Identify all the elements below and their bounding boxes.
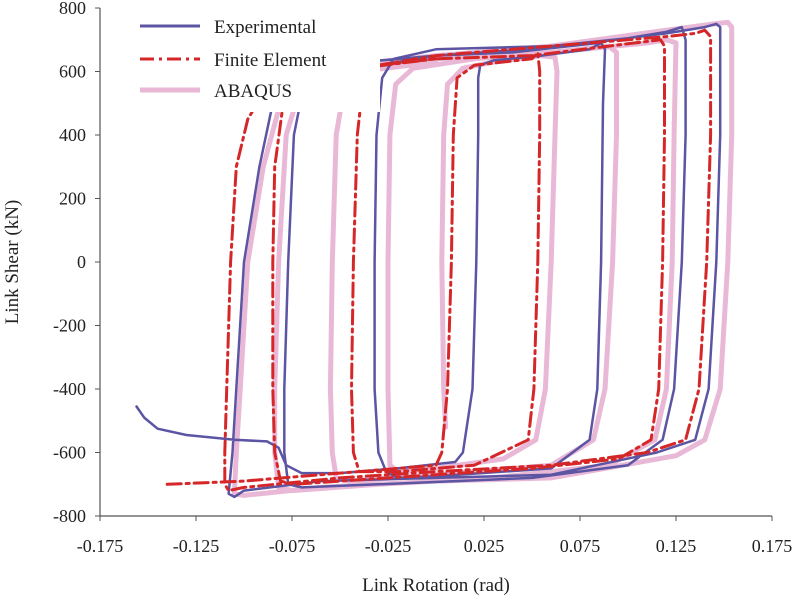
y-tick-label: 400 <box>59 125 86 145</box>
x-tick-label: 0.075 <box>560 536 601 556</box>
y-tick-label: -800 <box>53 506 86 526</box>
series-line-finite-element <box>165 28 713 493</box>
x-ticks: -0.175 -0.125 -0.075 -0.025 0.025 0.075 0.125 0… <box>77 516 793 556</box>
x-tick-label: 0.025 <box>464 536 505 556</box>
y-tick-label: -200 <box>53 316 86 336</box>
y-tick-label: -600 <box>53 443 86 463</box>
x-tick-label: -0.025 <box>365 536 412 556</box>
y-ticks: -800 -600 -400 -200 0 200 400 600 800 <box>53 0 100 526</box>
legend-label-experimental: Experimental <box>214 17 316 38</box>
x-tick-label: -0.075 <box>269 536 316 556</box>
legend: Experimental Finite Element ABAQUS <box>130 12 380 112</box>
y-tick-label: 600 <box>59 62 86 82</box>
x-tick-label: 0.175 <box>752 536 793 556</box>
series-layer <box>135 19 735 499</box>
x-axis-title: Link Rotation (rad) <box>362 575 510 596</box>
legend-label-abaqus: ABAQUS <box>214 81 292 102</box>
y-tick-label: 800 <box>59 0 86 18</box>
y-tick-label: -400 <box>53 379 86 399</box>
x-tick-label: -0.175 <box>77 536 124 556</box>
y-axis-title: Link Shear (kN) <box>2 200 23 325</box>
y-tick-label: 200 <box>59 189 86 209</box>
legend-label-finite-element: Finite Element <box>214 50 327 71</box>
legend-box <box>130 12 380 112</box>
x-tick-label: 0.125 <box>656 536 697 556</box>
y-tick-label: 0 <box>77 252 86 272</box>
series-line-experimental <box>135 22 722 499</box>
x-tick-label: -0.125 <box>173 536 220 556</box>
